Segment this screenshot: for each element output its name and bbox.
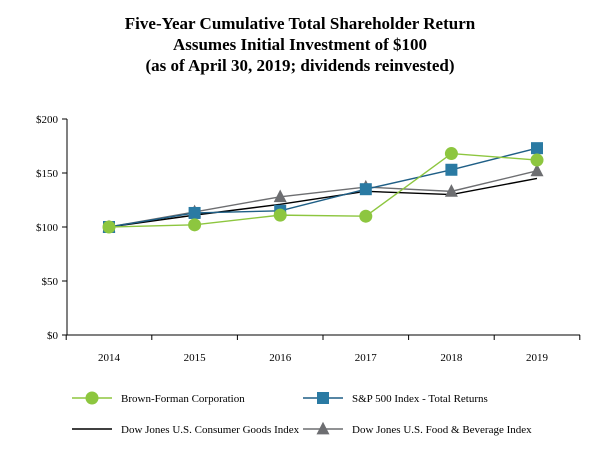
- series-dow-jones-u-s-consumer-goods-index: [108, 177, 538, 228]
- data-point: [188, 206, 201, 219]
- data-point: [102, 220, 116, 234]
- axes: $0 $50 $100 $150 $200 2014 2015 2016 2017 2018 201…: [36, 114, 581, 364]
- series-line: [108, 147, 538, 228]
- series-layer: [102, 142, 544, 234]
- data-point: [273, 208, 287, 222]
- data-point: [530, 153, 544, 167]
- legend-label: Dow Jones U.S. Food & Beverage Index: [352, 424, 532, 436]
- x-tick-label: 2016: [269, 352, 292, 364]
- data-point: [445, 163, 458, 176]
- y-tick-label: $150: [36, 168, 59, 180]
- y-tick-label: $100: [36, 222, 59, 234]
- y-tick-label: $0: [47, 330, 59, 342]
- legend-item: Brown-Forman Corporation: [72, 391, 245, 405]
- chart-title-line-3: (as of April 30, 2019; dividends reinves…: [145, 56, 454, 75]
- x-tick-label: 2017: [355, 352, 378, 364]
- data-point: [359, 183, 372, 196]
- data-point: [359, 209, 373, 223]
- legend: Brown-Forman Corporation S&P 500 Index - …: [72, 391, 532, 436]
- chart-title-line-1: Five-Year Cumulative Total Shareholder R…: [125, 14, 476, 33]
- chart-title: Five-Year Cumulative Total Shareholder R…: [125, 14, 476, 75]
- legend-item: Dow Jones U.S. Food & Beverage Index: [303, 421, 532, 436]
- chart-title-line-2: Assumes Initial Investment of $100: [173, 35, 427, 54]
- series-line: [108, 177, 538, 228]
- legend-item: Dow Jones U.S. Consumer Goods Index: [72, 424, 300, 436]
- series-line: [108, 152, 538, 228]
- legend-item: S&P 500 Index - Total Returns: [303, 392, 488, 405]
- series-brown-forman-corporation: [102, 147, 544, 234]
- data-point: [444, 184, 458, 197]
- data-point: [188, 218, 202, 232]
- legend-marker: [85, 391, 99, 405]
- x-tick-label: 2018: [440, 352, 463, 364]
- legend-label: Brown-Forman Corporation: [121, 393, 245, 405]
- y-tick-label: $50: [42, 276, 59, 288]
- x-tick-label: 2014: [98, 352, 121, 364]
- legend-label: Dow Jones U.S. Consumer Goods Index: [121, 424, 300, 436]
- y-tick-label: $200: [36, 114, 59, 126]
- legend-label: S&P 500 Index - Total Returns: [352, 393, 488, 405]
- legend-marker: [317, 392, 329, 404]
- data-point: [444, 147, 458, 161]
- data-point: [273, 189, 287, 203]
- x-tick-label: 2015: [184, 352, 207, 364]
- data-point: [530, 163, 544, 177]
- series-line: [108, 170, 538, 228]
- legend-marker: [316, 421, 330, 435]
- x-tick-label: 2019: [526, 352, 549, 364]
- data-point: [531, 142, 543, 155]
